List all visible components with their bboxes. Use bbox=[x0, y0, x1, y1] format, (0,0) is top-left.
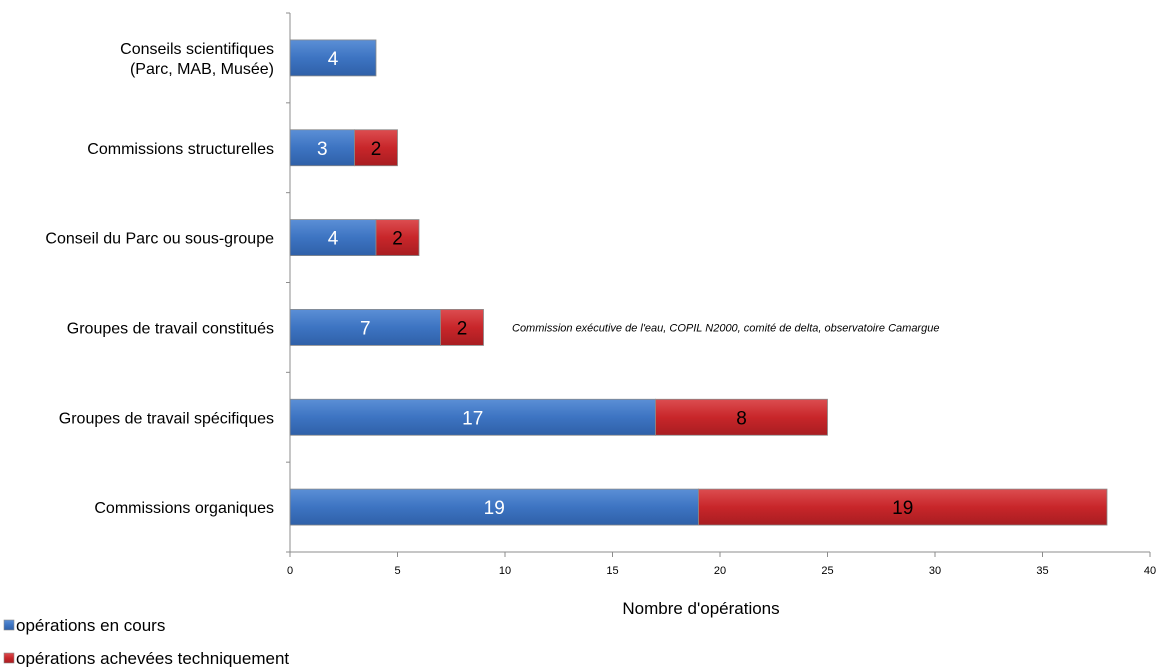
bar-value-label: 4 bbox=[328, 49, 339, 70]
bar-segment bbox=[289, 488, 699, 526]
category-label: Groupes de travail constitués bbox=[67, 320, 274, 337]
bar-segment bbox=[440, 309, 484, 346]
category-label: Groupes de travail spécifiques bbox=[59, 410, 274, 427]
x-tick-label: 0 bbox=[287, 565, 293, 577]
bar-segment bbox=[289, 309, 441, 346]
x-tick-label: 10 bbox=[499, 565, 511, 577]
bar-segment bbox=[375, 219, 420, 256]
x-tick-label: 5 bbox=[394, 565, 400, 577]
x-tick-label: 40 bbox=[1144, 565, 1156, 577]
bar-value-label: 7 bbox=[360, 318, 371, 339]
x-tick-label: 15 bbox=[606, 565, 618, 577]
legend-entry-label: opérations achevées techniquement bbox=[16, 649, 289, 667]
x-tick-label: 30 bbox=[929, 565, 941, 577]
bar-value-label: 2 bbox=[392, 229, 403, 250]
category-label: Conseil du Parc ou sous-groupe bbox=[45, 231, 274, 248]
bar-value-label: 4 bbox=[328, 229, 339, 250]
bar-value-label: 2 bbox=[371, 139, 382, 160]
bars-layer bbox=[289, 39, 1108, 526]
x-tick-label: 20 bbox=[714, 565, 726, 577]
category-label: Conseils scientifiques bbox=[120, 41, 274, 58]
bar-segment bbox=[289, 219, 377, 256]
bar-value-label: 2 bbox=[457, 318, 468, 339]
bar-segment bbox=[354, 129, 398, 167]
category-label: Commissions structurelles bbox=[87, 141, 274, 158]
category-label: (Parc, MAB, Musée) bbox=[130, 61, 274, 78]
axes-layer bbox=[286, 12, 1151, 557]
bar-segment bbox=[289, 129, 355, 167]
x-tick-label: 35 bbox=[1036, 565, 1048, 577]
bar-value-label: 8 bbox=[736, 408, 747, 429]
bar-segment bbox=[289, 39, 377, 77]
bar-segment bbox=[698, 488, 1108, 526]
legend-swatch bbox=[3, 619, 15, 631]
bar-value-label: 3 bbox=[317, 139, 328, 160]
legend-entry-label: opérations en cours bbox=[16, 616, 165, 635]
category-label: Commissions organiques bbox=[94, 500, 274, 517]
legend-swatch bbox=[3, 652, 15, 664]
legend: opérations en cours opérations achevées t… bbox=[3, 616, 289, 667]
bar-value-label: 19 bbox=[484, 498, 505, 519]
labels-layer: 4 Conseils scientifiques (Parc, MAB, Musée… bbox=[45, 41, 1156, 577]
bar-segment bbox=[655, 398, 828, 436]
x-tick-label: 25 bbox=[821, 565, 833, 577]
bar-value-label: 19 bbox=[892, 498, 913, 519]
x-axis-title: Nombre d'opérations bbox=[622, 599, 779, 618]
bar-value-label: 17 bbox=[462, 408, 483, 429]
annotation-text: Commission exécutive de l'eau, COPIL N20… bbox=[512, 322, 939, 334]
